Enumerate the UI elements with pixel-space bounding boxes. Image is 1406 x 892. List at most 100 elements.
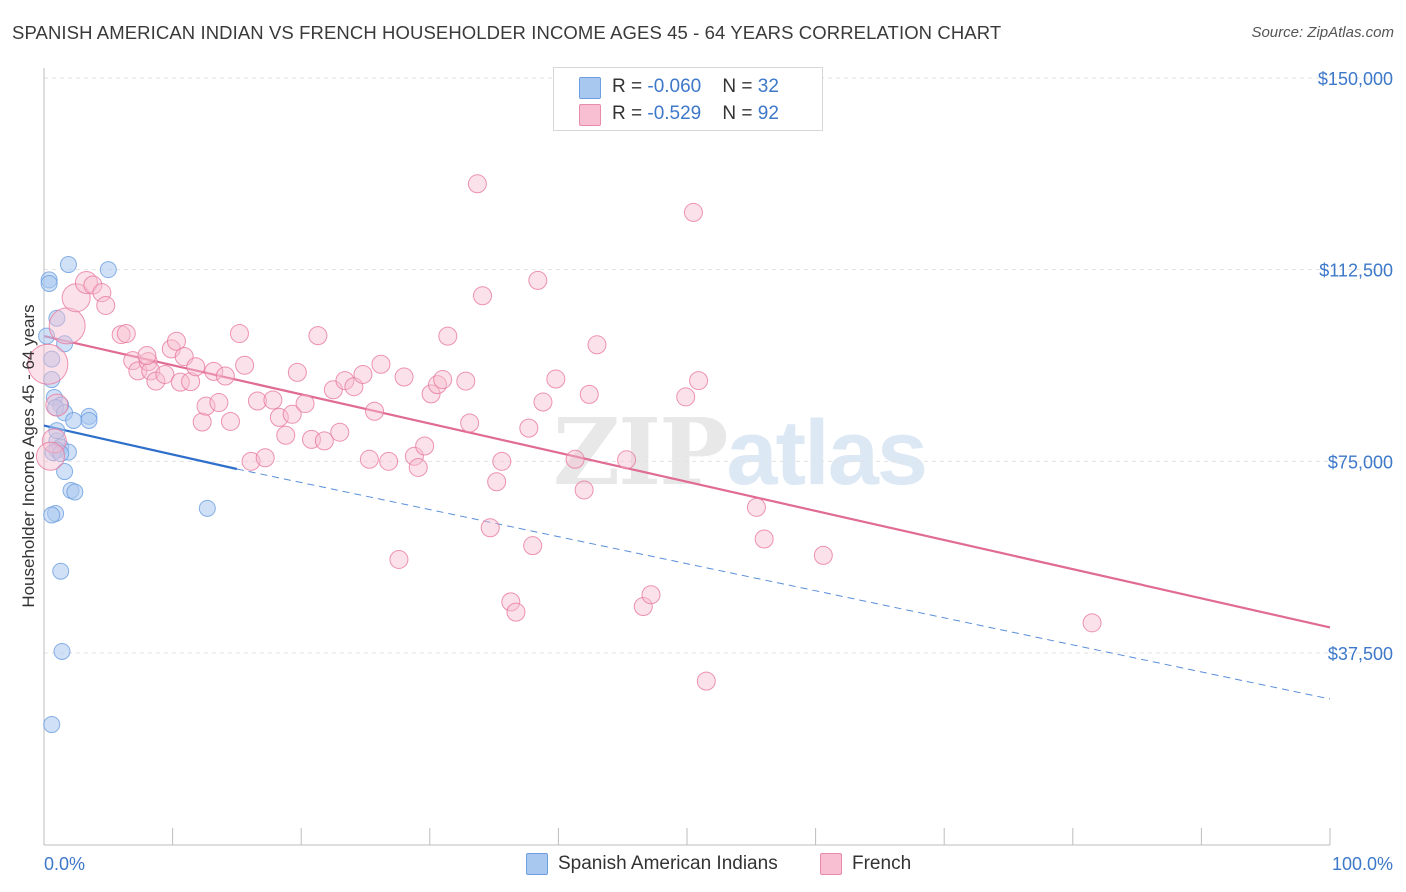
- data-point-french: [229, 324, 249, 344]
- legend-item-label: Spanish American Indians: [558, 853, 778, 874]
- data-point-french: [389, 549, 409, 569]
- series-legend: Spanish American Indians French: [0, 852, 1406, 878]
- data-point-french: [676, 387, 696, 407]
- data-point-french: [181, 372, 201, 392]
- data-point-french: [45, 393, 69, 417]
- data-point-french: [192, 412, 212, 432]
- data-point-french: [754, 529, 774, 549]
- data-point-french: [155, 364, 175, 384]
- legend-r-label: R =: [612, 76, 648, 97]
- data-point-french: [308, 326, 328, 346]
- data-point-french: [287, 362, 307, 382]
- data-point-french: [116, 324, 136, 344]
- data-point-french: [371, 354, 391, 374]
- data-point-spanish-american-indians: [56, 463, 74, 481]
- data-point-french: [220, 411, 240, 431]
- data-point-french: [138, 352, 158, 372]
- source-label: Source: ZipAtlas.com: [1251, 24, 1394, 41]
- y-tick-label: $150,000: [1318, 69, 1393, 89]
- data-point-french: [196, 396, 216, 416]
- trend-line-french: [43, 335, 1331, 629]
- data-point-french: [1082, 613, 1102, 633]
- data-point-french: [141, 361, 161, 381]
- watermark-zip: ZIP: [553, 398, 728, 506]
- data-point-french: [295, 394, 315, 414]
- data-point-spanish-american-indians: [53, 642, 71, 660]
- data-point-french: [123, 351, 143, 371]
- data-point-french: [241, 451, 261, 471]
- data-point-french: [487, 472, 507, 492]
- data-point-french: [204, 361, 224, 381]
- y-tick-labels: $37,500 $75,000 $112,500 $150,000: [1318, 69, 1393, 664]
- data-point-french: [428, 375, 448, 395]
- x-tick-label-right: 100.0%: [1332, 854, 1393, 874]
- data-point-french: [408, 457, 428, 477]
- data-point-french: [269, 407, 289, 427]
- data-point-french: [263, 390, 283, 410]
- data-point-french: [323, 380, 343, 400]
- data-point-french: [546, 369, 566, 389]
- data-point-french: [617, 450, 637, 470]
- data-point-french: [574, 480, 594, 500]
- data-point-french: [456, 371, 476, 391]
- data-point-french: [186, 357, 206, 377]
- data-point-french: [633, 596, 653, 616]
- data-point-french: [501, 592, 521, 612]
- data-point-french: [96, 295, 116, 315]
- data-point-spanish-american-indians: [65, 411, 83, 429]
- data-point-french: [235, 355, 255, 375]
- data-point-french: [215, 366, 235, 386]
- watermark-atlas: atlas: [726, 402, 928, 504]
- data-point-spanish-american-indians: [43, 716, 61, 734]
- data-point-french: [166, 331, 186, 351]
- data-point-french: [27, 343, 69, 385]
- data-point-french: [276, 425, 296, 445]
- data-point-french: [519, 418, 539, 438]
- data-point-french: [746, 497, 766, 517]
- data-point-french: [438, 326, 458, 346]
- data-point-spanish-american-indians: [43, 350, 61, 368]
- data-point-spanish-american-indians: [43, 371, 61, 389]
- data-point-spanish-american-indians: [59, 256, 77, 274]
- y-tick-label: $37,500: [1328, 644, 1393, 664]
- data-point-french: [473, 286, 493, 306]
- legend-r-value: -0.060: [647, 76, 702, 97]
- data-point-french: [330, 422, 350, 442]
- legend-r-value: -0.529: [647, 103, 702, 124]
- data-point-french: [35, 441, 65, 471]
- legend-n-label: N =: [722, 76, 758, 97]
- data-point-french: [394, 367, 414, 387]
- data-point-french: [480, 518, 500, 538]
- data-point-spanish-american-indians: [52, 562, 70, 580]
- data-point-spanish-american-indians: [99, 261, 117, 279]
- legend-n-value: 32: [757, 76, 779, 97]
- data-point-spanish-american-indians: [198, 499, 216, 517]
- legend-swatch-blue: [526, 853, 548, 875]
- data-point-spanish-american-indians: [66, 483, 84, 501]
- y-axis-label: Householder Income Ages 45 - 64 years: [19, 304, 38, 607]
- data-point-french: [353, 364, 373, 384]
- data-point-french: [506, 602, 526, 622]
- x-axis-ticks: [43, 828, 1331, 845]
- legend-swatch-blue: [579, 77, 601, 99]
- data-point-french: [421, 384, 441, 404]
- data-point-french: [209, 393, 229, 413]
- y-tick-label: $75,000: [1328, 452, 1393, 472]
- data-point-french: [565, 449, 585, 469]
- data-point-spanish-american-indians: [80, 411, 98, 429]
- data-point-french: [365, 401, 385, 421]
- data-point-french: [415, 436, 435, 456]
- data-point-french: [641, 585, 661, 605]
- legend-n-label: N =: [722, 103, 758, 124]
- trend-lines: [43, 335, 1331, 700]
- data-point-french: [460, 413, 480, 433]
- data-point-french: [359, 449, 379, 469]
- data-point-french: [74, 270, 98, 294]
- data-point-spanish-american-indians: [40, 274, 58, 292]
- data-point-french: [689, 371, 709, 391]
- data-point-french: [528, 270, 548, 290]
- data-point-french: [433, 370, 453, 390]
- y-tick-label: $112,500: [1319, 261, 1393, 281]
- data-point-french: [523, 536, 543, 556]
- data-point-french: [587, 335, 607, 355]
